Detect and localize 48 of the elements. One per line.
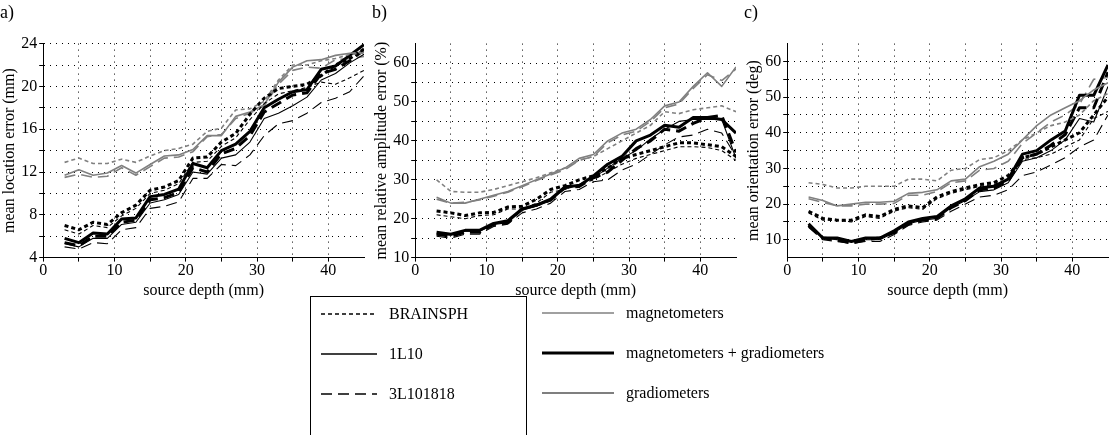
y-tick-label: 20	[393, 208, 410, 226]
x-tick-label: 0	[39, 261, 48, 279]
text: magnetometers	[626, 304, 724, 322]
y-tick-label: 40	[765, 122, 782, 140]
text: BRAINSPH	[389, 305, 469, 323]
x-axis-title: source depth (mm)	[515, 280, 637, 299]
x-tick-label: 10	[106, 261, 123, 279]
y-tick-label: 10	[765, 229, 782, 247]
chart-title: b)	[372, 1, 387, 23]
y-tick-label: 16	[21, 119, 38, 137]
x-tick-label: 20	[549, 261, 566, 279]
y-axis-title: mean relative amplitude error (%)	[371, 41, 390, 260]
y-tick-label: 40	[393, 131, 410, 149]
y-tick-label: 24	[21, 33, 38, 51]
y-tick-label: 12	[21, 162, 38, 180]
x-tick-label: 40	[1064, 261, 1081, 279]
x-tick-label: 30	[621, 261, 638, 279]
x-tick-label: 30	[249, 261, 266, 279]
y-tick-label: 8	[29, 205, 38, 222]
x-tick-label: 0	[411, 261, 420, 279]
x-tick-label: 10	[850, 261, 867, 279]
x-tick-label: 20	[921, 261, 938, 279]
y-axis-title: mean location error (mm)	[0, 68, 18, 234]
y-tick-label: 60	[393, 53, 410, 71]
text: gradiometers	[626, 384, 710, 402]
y-tick-label: 10	[393, 247, 410, 265]
y-tick-label: 30	[393, 169, 410, 187]
chart-title: a)	[0, 1, 14, 23]
text: magnetometers + gradiometers	[626, 344, 825, 362]
x-tick-label: 0	[783, 261, 792, 279]
x-tick-label: 20	[177, 261, 194, 279]
y-tick-label: 60	[765, 51, 782, 69]
y-tick-label: 20	[21, 76, 38, 94]
y-tick-label: 4	[29, 247, 38, 265]
y-tick-label: 20	[765, 194, 782, 212]
x-tick-label: 10	[478, 261, 495, 279]
text: 1L10	[389, 345, 423, 363]
y-axis-title: mean orientation error (deg)	[743, 60, 762, 242]
x-tick-label: 40	[692, 261, 709, 279]
y-tick-label: 30	[765, 158, 782, 176]
x-tick-label: 40	[320, 261, 337, 279]
x-axis-title: source depth (mm)	[143, 280, 265, 299]
x-tick-label: 30	[993, 261, 1010, 279]
chart-title: c)	[744, 1, 758, 23]
x-axis-title: source depth (mm)	[887, 280, 1009, 299]
y-tick-label: 50	[765, 87, 782, 105]
text: 3L101818	[389, 385, 455, 403]
y-tick-label: 50	[393, 92, 410, 110]
